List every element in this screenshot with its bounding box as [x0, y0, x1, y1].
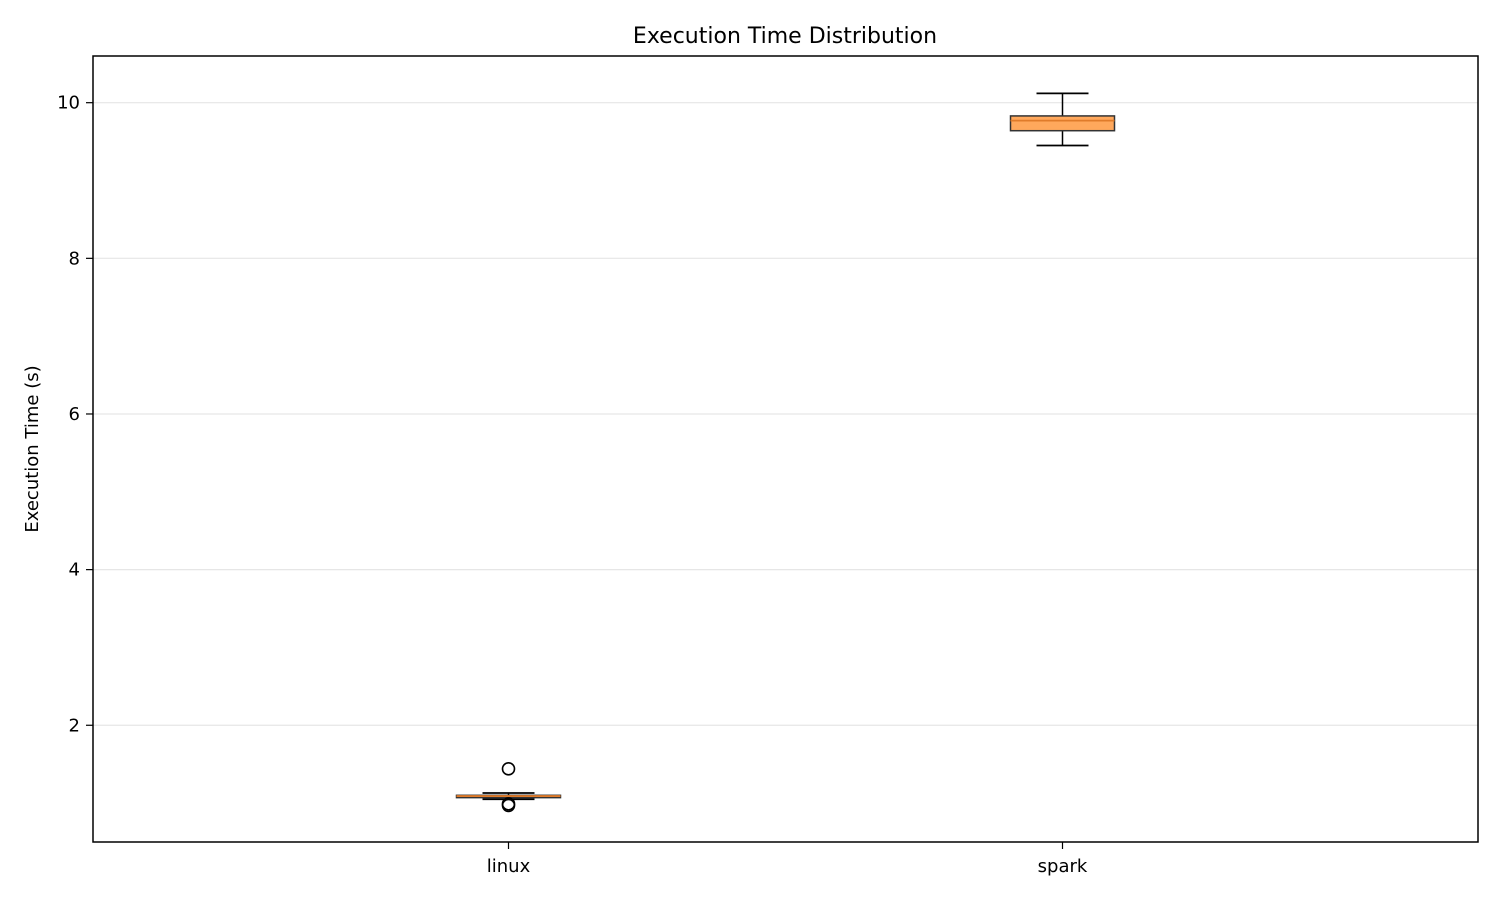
- x-tick-label: linux: [487, 856, 531, 877]
- box-spark: [1009, 92, 1116, 147]
- y-tick-label: 2: [69, 715, 80, 736]
- x-tick-label: spark: [1038, 856, 1088, 877]
- x-axis: linux spark: [487, 842, 1088, 877]
- chart-title: Execution Time Distribution: [633, 24, 937, 49]
- grid-lines: [93, 102, 1478, 726]
- y-axis-title: Execution Time (s): [22, 365, 43, 532]
- box-group: [455, 92, 1116, 813]
- y-axis: 2 4 6 8 10: [57, 93, 93, 736]
- box-linux: [455, 762, 562, 813]
- y-tick-label: 6: [69, 404, 80, 425]
- y-tick-label: 8: [69, 248, 80, 269]
- outlier-point: [501, 798, 516, 813]
- iqr-box: [1009, 115, 1116, 132]
- plot-frame: [92, 55, 1479, 843]
- y-tick-label: 10: [57, 93, 80, 114]
- y-tick-label: 4: [69, 560, 80, 581]
- outlier-point: [501, 762, 516, 776]
